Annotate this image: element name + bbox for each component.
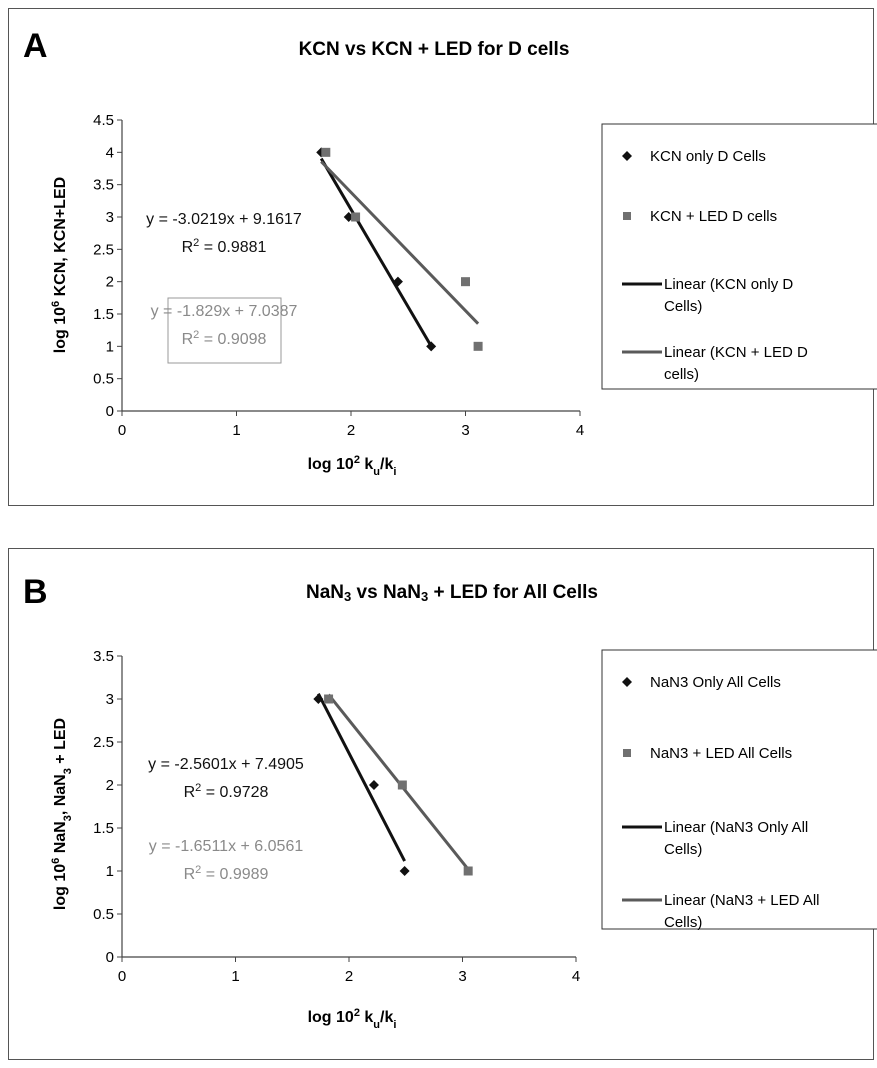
- y-tick-label: 3: [106, 691, 114, 708]
- trend-equation-b-2: y = -1.6511x + 6.0561: [149, 838, 304, 855]
- legend-marker-diamond: [622, 151, 632, 161]
- panel-letter-b: B: [23, 573, 48, 611]
- equation-box-a: [167, 297, 282, 364]
- trendline-a-1: [319, 157, 433, 347]
- x-tick-label: 3: [458, 968, 466, 985]
- y-tick-label: 0: [106, 949, 114, 966]
- y-tick-label: 2: [106, 274, 114, 291]
- legend-entry-trend-cont-b-2: Cells): [664, 914, 702, 931]
- x-tick-label: 4: [572, 968, 580, 985]
- y-tick-label: 4: [106, 144, 114, 161]
- x-tick-label: 0: [118, 422, 126, 439]
- data-point-b-s1-1: [313, 694, 324, 704]
- data-point-a-s1-4: [426, 341, 437, 352]
- y-tick-label: 2.5: [93, 241, 114, 258]
- y-tick-label: 3.5: [93, 648, 114, 665]
- r-squared-b-1: R2 = 0.9728: [184, 782, 269, 801]
- x-tick-label: 3: [461, 422, 469, 439]
- x-tick-label: 2: [345, 968, 353, 985]
- trend-equation-a-1: y = -3.0219x + 9.1617: [146, 211, 302, 228]
- x-tick-label: 1: [232, 422, 240, 439]
- data-point-b-s2-1: [324, 694, 334, 704]
- x-tick-label: 0: [118, 968, 126, 985]
- r-squared-a-1: R2 = 0.9881: [182, 237, 267, 256]
- y-tick-label: 0.5: [93, 371, 114, 388]
- data-point-a-s2-2: [351, 212, 361, 222]
- panel-letter-a: A: [23, 27, 48, 65]
- chart-b-svg: B NaN3 vs NaN3 + LED for All Cells 0 0.5 1 1.…: [23, 573, 877, 1031]
- x-axis-label-b: log 102 ku/ki: [308, 1007, 397, 1031]
- chart-title-b: NaN3 vs NaN3 + LED for All Cells: [306, 582, 598, 604]
- y-tick-label: 0.5: [93, 906, 114, 923]
- legend-entry-trend-cont-a-2: cells): [664, 366, 699, 383]
- trend-equation-b-1: y = -2.5601x + 7.4905: [148, 756, 304, 773]
- legend-entry-a-1: KCN only D Cells: [650, 148, 766, 165]
- x-axis-label-a: log 102 ku/ki: [308, 454, 397, 478]
- y-tick-label: 2.5: [93, 734, 114, 751]
- y-tick-label: 2: [106, 777, 114, 794]
- x-tick-label: 1: [231, 968, 239, 985]
- legend-entry-trend-cont-a-1: Cells): [664, 298, 702, 315]
- data-point-b-s1-3: [399, 866, 410, 876]
- data-point-a-s2-3: [461, 277, 470, 287]
- y-tick-label: 1: [106, 863, 114, 880]
- y-tick-label: 1.5: [93, 306, 114, 323]
- y-tick-label: 1: [106, 338, 114, 355]
- x-tick-label: 2: [347, 422, 355, 439]
- y-tick-label: 3: [106, 209, 114, 226]
- y-tick-label: 4.5: [93, 112, 114, 129]
- data-point-b-s2-3: [463, 866, 473, 876]
- data-point-a-s2-4: [473, 341, 483, 351]
- legend-entry-b-1: NaN3 Only All Cells: [650, 674, 781, 691]
- legend-marker-square: [623, 749, 631, 757]
- legend-entry-a-2: KCN + LED D cells: [650, 208, 777, 225]
- chart-a-svg: A KCN vs KCN + LED for D cells 0 0.5 1 1.5 2 2.…: [23, 27, 877, 478]
- legend-entry-trend-cont-b-1: Cells): [664, 841, 702, 858]
- legend-entry-trend-b-1: Linear (NaN3 Only All: [664, 819, 808, 836]
- r-squared-b-2: R2 = 0.9989: [184, 864, 269, 883]
- legend-box-a: [601, 123, 877, 390]
- legend-entry-trend-b-2: Linear (NaN3 + LED All: [664, 892, 820, 909]
- legend-marker-square: [623, 212, 631, 220]
- trendline-b-1: [317, 693, 406, 862]
- y-tick-label: 0: [106, 403, 114, 420]
- data-point-a-s2-1: [321, 147, 331, 157]
- r-squared-a-2: R2 = 0.9098: [182, 329, 267, 348]
- data-point-b-s1-2: [368, 780, 379, 790]
- data-point-b-s2-2: [397, 780, 407, 790]
- chart-title-a: KCN vs KCN + LED for D cells: [299, 39, 570, 60]
- chart-panel-a: A KCN vs KCN + LED for D cells 0 0.5 1 1.5 2 2.…: [8, 8, 877, 506]
- y-tick-label: 1.5: [93, 820, 114, 837]
- y-tick-label: 3.5: [93, 177, 114, 194]
- legend-entry-trend-a-1: Linear (KCN only D: [664, 276, 793, 293]
- legend-entry-trend-a-2: Linear (KCN + LED D: [664, 344, 808, 361]
- legend-box-b: [601, 649, 877, 930]
- x-tick-label: 4: [576, 422, 584, 439]
- y-axis-label-b: log 106 NaN3, NaN3 + LED: [50, 718, 74, 910]
- data-point-a-s1-3: [392, 276, 403, 287]
- y-axis-label-a: log 106 KCN, KCN+LED: [50, 177, 69, 353]
- legend-entry-b-2: NaN3 + LED All Cells: [650, 745, 792, 762]
- trend-equation-a-2: y = -1.829x + 7.0387: [151, 303, 298, 320]
- trendline-a-2: [320, 160, 480, 325]
- chart-panel-b: B NaN3 vs NaN3 + LED for All Cells 0 0.5 1 1.…: [8, 548, 877, 1060]
- legend-marker-diamond: [622, 677, 632, 687]
